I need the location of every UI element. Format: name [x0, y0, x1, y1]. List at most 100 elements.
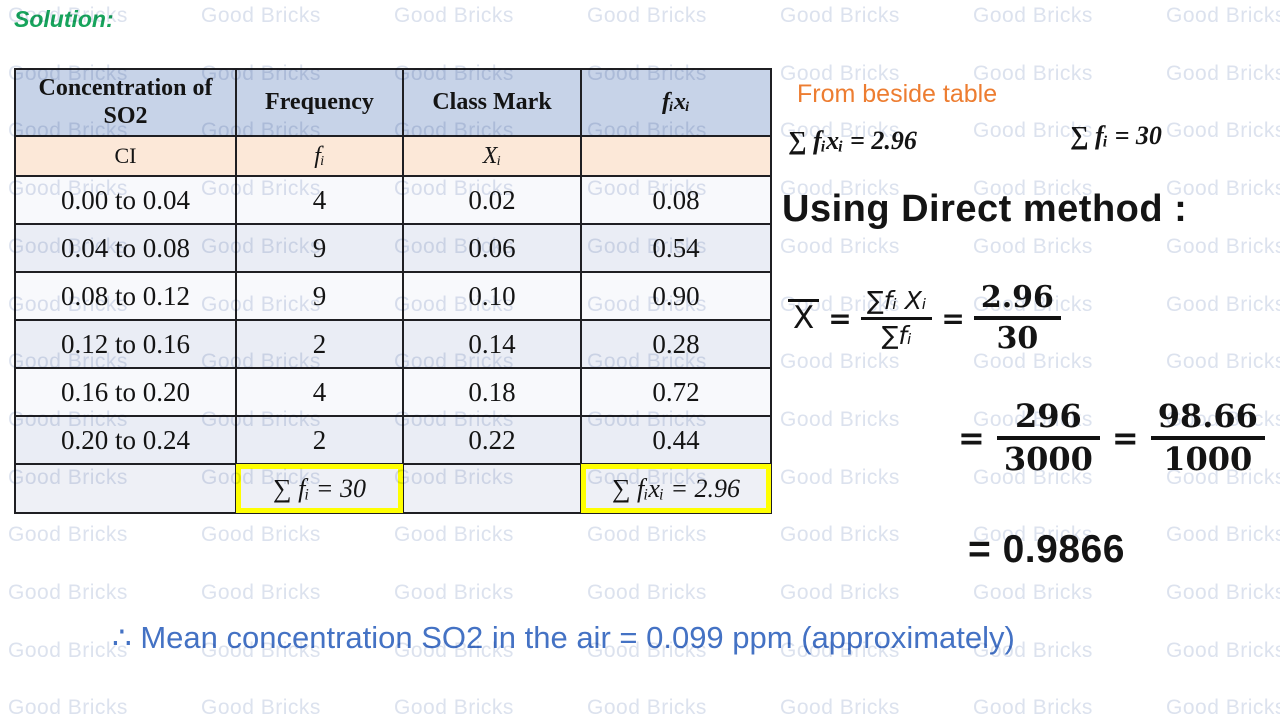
subheader-empty	[580, 135, 772, 177]
table-cell: 0.90	[580, 271, 772, 321]
watermark-text: Good Bricks	[973, 234, 1093, 258]
equals-sign: =	[828, 301, 852, 335]
value-fraction: 98.66 1000	[1150, 397, 1265, 479]
table-cell: 0.28	[580, 319, 772, 369]
fraction-bar	[1150, 436, 1265, 441]
fraction-denominator: 1000	[1163, 440, 1253, 479]
solution-label: Solution:	[14, 6, 114, 32]
table-cell: 0.06	[402, 223, 582, 273]
table-row: 0.16 to 0.20 4 0.18 0.72	[14, 367, 772, 417]
table-cell: 0.00 to 0.04	[14, 175, 237, 225]
totals-sum-fi: ∑ fᵢ = 30	[235, 463, 404, 514]
value-fraction: 296 3000	[996, 397, 1100, 479]
table-cell: 0.22	[402, 415, 582, 465]
watermark-text: Good Bricks	[8, 523, 128, 547]
header-concentration: Concentration of SO2	[14, 68, 237, 137]
watermark-text: Good Bricks	[973, 581, 1093, 604]
fraction-numerator: 2.96	[980, 280, 1054, 315]
watermark-text: Good Bricks	[587, 523, 707, 547]
watermark-text: Good Bricks	[394, 523, 514, 547]
method-heading: Using Direct method :	[782, 188, 1188, 230]
fraction-bar	[973, 316, 1061, 320]
table-cell: 2	[235, 415, 404, 465]
table-cell: 2	[235, 319, 404, 369]
watermark-text: Good Bricks	[1166, 4, 1280, 27]
watermark-text: Good Bricks	[587, 581, 707, 604]
watermark-text: Good Bricks	[8, 696, 128, 720]
table-row: 0.08 to 0.12 9 0.10 0.90	[14, 271, 772, 321]
watermark-text: Good Bricks	[8, 638, 128, 662]
sum-fi-value: ∑ fᵢ = 30	[1070, 121, 1162, 150]
table-cell: 0.10	[402, 271, 582, 321]
totals-empty-cell	[14, 463, 237, 514]
watermark-text: Good Bricks	[394, 581, 514, 604]
subheader-fi: fᵢ	[235, 135, 404, 177]
table-row: 0.20 to 0.24 2 0.22 0.44	[14, 415, 772, 465]
table-cell: 0.20 to 0.24	[14, 415, 237, 465]
watermark-text: Good Bricks	[973, 4, 1093, 27]
fraction-bar	[860, 316, 933, 320]
x-bar-symbol: X	[788, 299, 820, 337]
watermark-text: Good Bricks	[1166, 350, 1280, 374]
fraction-denominator: ∑fᵢ	[881, 320, 912, 350]
header-frequency: Frequency	[235, 68, 404, 137]
sum-fixi-value: ∑ fᵢxᵢ = 2.96	[788, 126, 917, 155]
equals-sign: =	[958, 419, 985, 458]
final-result: = 0.9866	[968, 528, 1125, 571]
table-cell: 9	[235, 271, 404, 321]
table-totals-row: ∑ fᵢ = 30 ∑ fᵢxᵢ = 2.96	[14, 463, 772, 514]
totals-sum-fixi: ∑ fᵢxᵢ = 2.96	[580, 463, 772, 514]
watermark-text: Good Bricks	[394, 4, 514, 27]
watermark-text: Good Bricks	[1166, 119, 1280, 143]
watermark-text: Good Bricks	[8, 581, 128, 604]
so2-table-body: 0.00 to 0.04 4 0.02 0.08 0.04 to 0.08 9 0.06 0.…	[14, 175, 772, 465]
fraction-denominator: 3000	[1003, 440, 1093, 479]
table-row: 0.12 to 0.16 2 0.14 0.28	[14, 319, 772, 369]
table-cell: 0.08 to 0.12	[14, 271, 237, 321]
table-cell: 0.54	[580, 223, 772, 273]
watermark-text: Good Bricks	[780, 234, 900, 258]
fraction-bar	[996, 436, 1100, 441]
fraction-denominator: 30	[996, 321, 1039, 356]
symbolic-fraction: ∑fᵢ Xᵢ ∑fᵢ	[860, 286, 933, 350]
from-beside-table-label: From beside table	[797, 80, 998, 108]
header-class-mark: Class Mark	[402, 68, 582, 137]
totals-empty-cell	[402, 463, 582, 514]
subheader-xi: Xᵢ	[402, 135, 582, 177]
table-cell: 0.44	[580, 415, 772, 465]
table-cell: 0.18	[402, 367, 582, 417]
header-fixi: fᵢxᵢ	[580, 68, 772, 137]
watermark-text: Good Bricks	[587, 4, 707, 27]
table-cell: 4	[235, 175, 404, 225]
watermark-text: Good Bricks	[780, 696, 900, 720]
watermark-text: Good Bricks	[973, 696, 1093, 720]
watermark-text: Good Bricks	[1166, 523, 1280, 547]
table-row: 0.00 to 0.04 4 0.02 0.08	[14, 175, 772, 225]
fraction-numerator: ∑fᵢ Xᵢ	[866, 286, 927, 315]
mean-formula: X = ∑fᵢ Xᵢ ∑fᵢ = 2.96 30	[788, 281, 1061, 355]
watermark-text: Good Bricks	[201, 4, 321, 27]
equals-sign: =	[1111, 419, 1139, 458]
watermark-text: Good Bricks	[1166, 292, 1280, 316]
watermark-text: Good Bricks	[1166, 581, 1280, 604]
watermark-text: Good Bricks	[780, 465, 900, 489]
watermark-text: Good Bricks	[1166, 234, 1280, 258]
watermark-text: Good Bricks	[780, 523, 900, 547]
watermark-text: Good Bricks	[201, 696, 321, 720]
table-cell: 0.12 to 0.16	[14, 319, 237, 369]
table-cell: 0.72	[580, 367, 772, 417]
table-cell: 0.14	[402, 319, 582, 369]
table-header-row: Concentration of SO2 Frequency Class Mar…	[14, 68, 772, 137]
fraction-numerator: 296	[1014, 397, 1082, 435]
table-cell: 0.16 to 0.20	[14, 367, 237, 417]
watermark-text: Good Bricks	[201, 523, 321, 547]
watermark-text: Good Bricks	[394, 696, 514, 720]
fraction-numerator: 98.66	[1157, 397, 1258, 435]
watermark-text: Good Bricks	[1166, 638, 1280, 662]
table-cell: 0.04 to 0.08	[14, 223, 237, 273]
equals-sign: =	[941, 301, 965, 335]
watermark-text: Good Bricks	[1166, 696, 1280, 720]
watermark-text: Good Bricks	[201, 581, 321, 604]
value-fraction: 2.96 30	[973, 280, 1061, 356]
